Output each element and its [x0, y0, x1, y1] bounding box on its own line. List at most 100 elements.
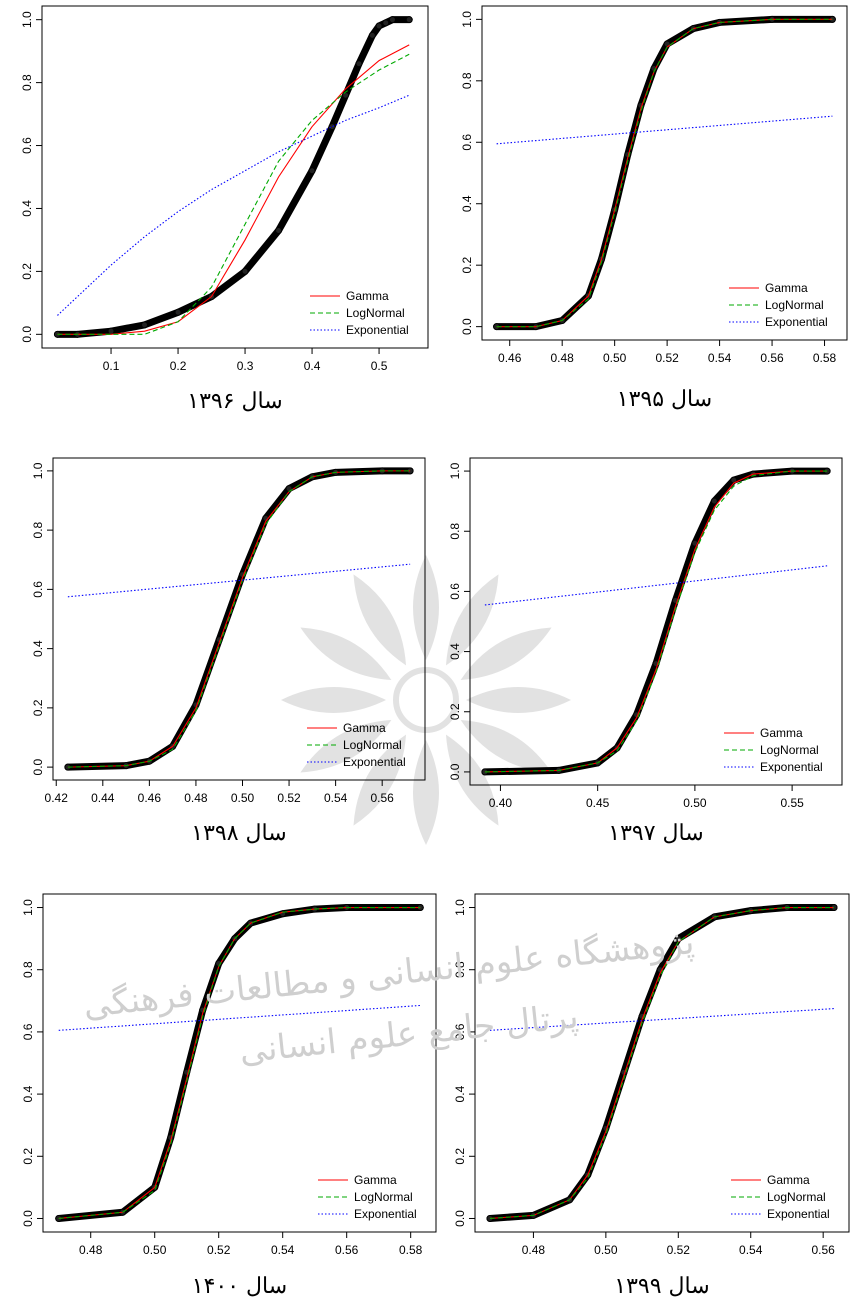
y-tick-label: 0.4 [20, 200, 34, 217]
chart-panel: 0.40 0.45 0.50 0.55 0.0 0.2 0.4 0.6 0.8 1.0 Gamma L… [448, 457, 843, 846]
y-tick-label: 0.8 [448, 523, 462, 540]
x-tick-label: 0.46 [498, 351, 522, 365]
y-tick-label: 0.2 [31, 699, 45, 716]
x-tick-label: 0.3 [237, 359, 254, 373]
x-tick-label: 0.50 [683, 796, 707, 810]
plot-area [481, 467, 831, 776]
data-point [107, 327, 115, 335]
chart-panel: 0.42 0.44 0.46 0.48 0.50 0.52 0.54 0.56 0.0 0.2 0.… [31, 457, 426, 846]
watermark-petal [460, 720, 552, 773]
watermark [281, 555, 571, 845]
series-lognormal-line [496, 18, 833, 328]
y-tick-label: 0.2 [453, 1148, 467, 1165]
plot-area [64, 467, 414, 771]
y-tick-label: 0.6 [453, 1023, 467, 1040]
watermark-petal [281, 687, 386, 713]
x-tick-label: 0.48 [522, 1243, 546, 1257]
y-tick-label: 0.0 [460, 318, 474, 335]
y-tick-label: 0.2 [20, 263, 34, 280]
y-tick-label: 0.0 [453, 1210, 467, 1227]
watermark-petal [413, 740, 439, 845]
panel-title: سال ۱۳۹۷ [608, 821, 703, 846]
data-point [174, 308, 182, 316]
y-tick-label: 0.2 [448, 703, 462, 720]
y-tick-label: 0.6 [448, 583, 462, 600]
y-tick-label: 1.0 [460, 11, 474, 28]
data-point [375, 22, 383, 30]
data-point [382, 19, 390, 27]
watermark-petal [466, 687, 571, 713]
x-tick-label: 0.5 [371, 359, 388, 373]
x-tick-label: 0.54 [271, 1243, 295, 1257]
y-tick-label: 1.0 [20, 11, 34, 28]
watermark-petal [446, 734, 499, 826]
x-tick-label: 0.58 [813, 351, 837, 365]
x-tick-label: 0.45 [586, 796, 610, 810]
series-lognormal-line [58, 906, 421, 1220]
x-tick-label: 0.50 [594, 1243, 618, 1257]
panel-title: سال ۱۳۹۸ [191, 821, 286, 846]
legend-label: Exponential [343, 755, 406, 769]
y-tick-label: 0.8 [453, 961, 467, 978]
y-tick-label: 0.4 [21, 1085, 35, 1102]
watermark-petal [413, 555, 439, 660]
panel-title: سال ۱۳۹۹ [614, 1274, 709, 1299]
watermark-petal [300, 627, 392, 680]
y-tick-label: 0.8 [21, 961, 35, 978]
data-point [355, 60, 363, 68]
x-tick-label: 0.48 [79, 1243, 103, 1257]
series-exponential-line [489, 1008, 835, 1031]
plot-area [53, 16, 413, 338]
series-exponential-line [58, 1004, 421, 1031]
data-point [405, 16, 413, 24]
chart-panel: 0.1 0.2 0.3 0.4 0.5 0.0 0.2 0.4 0.6 0.8 1.0 Gamma Lo… [20, 5, 429, 414]
x-tick-label: 0.2 [170, 359, 187, 373]
plot-area [493, 15, 836, 331]
plot-area [486, 904, 838, 1222]
x-tick-label: 0.1 [103, 359, 120, 373]
legend-label: Exponential [760, 760, 823, 774]
series-lognormal-line [484, 470, 828, 773]
x-tick-label: 0.52 [667, 1243, 691, 1257]
x-tick-label: 0.55 [780, 796, 804, 810]
x-tick-label: 0.50 [603, 351, 627, 365]
y-tick-label: 0.0 [31, 758, 45, 775]
series-exponential-line [57, 94, 410, 316]
chart-panel: 0.48 0.50 0.52 0.54 0.56 0.58 0.0 0.2 0.4 0.6 0.8 1… [21, 893, 437, 1299]
data-point [328, 123, 336, 131]
y-tick-label: 0.4 [448, 643, 462, 660]
legend-label: Gamma [354, 1173, 397, 1187]
data-point [308, 167, 316, 175]
x-tick-label: 0.50 [231, 791, 255, 805]
x-tick-label: 0.52 [207, 1243, 231, 1257]
panel-title: سال ۱۴۰۰ [192, 1274, 287, 1299]
y-tick-label: 0.0 [448, 763, 462, 780]
x-tick-label: 0.48 [184, 791, 208, 805]
legend-label: LogNormal [767, 1190, 826, 1204]
series-exponential-line [67, 563, 411, 598]
panel-title: سال ۱۳۹۵ [617, 387, 712, 412]
x-tick-label: 0.50 [143, 1243, 167, 1257]
y-tick-label: 1.0 [21, 899, 35, 916]
y-tick-label: 0.6 [31, 581, 45, 598]
legend-label: Gamma [343, 721, 386, 735]
plot-frame [41, 5, 429, 349]
plot-area [55, 904, 424, 1222]
plot-frame [42, 893, 437, 1233]
data-point [388, 16, 396, 24]
series-exponential-line [496, 115, 833, 145]
watermark-petal [460, 627, 552, 680]
x-tick-label: 0.56 [371, 791, 395, 805]
y-tick-label: 1.0 [453, 899, 467, 916]
legend-label: LogNormal [354, 1190, 413, 1204]
series-lognormal-line [57, 53, 410, 335]
x-tick-label: 0.56 [760, 351, 784, 365]
series-exponential-line [484, 565, 828, 606]
legend-label: Exponential [354, 1207, 417, 1221]
y-tick-label: 0.4 [460, 195, 474, 212]
y-tick-label: 0.4 [453, 1085, 467, 1102]
x-tick-label: 0.46 [138, 791, 162, 805]
y-tick-label: 1.0 [31, 462, 45, 479]
x-tick-label: 0.54 [739, 1243, 763, 1257]
